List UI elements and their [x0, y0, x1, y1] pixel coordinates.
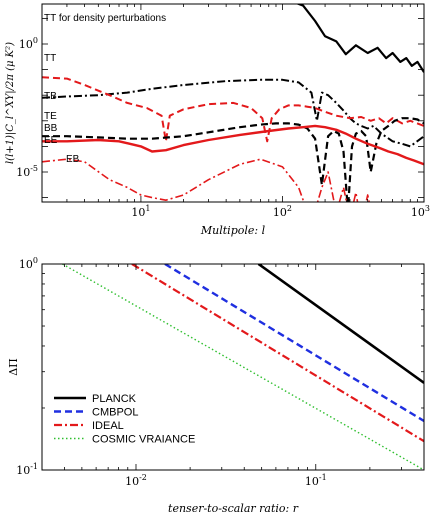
series-line-tb: [42, 78, 424, 148]
x-tick-label: 103: [411, 204, 430, 219]
y-axis-label: l(l+1)|C_l^XY|/2π (μ K²): [5, 42, 16, 164]
curve-label-te: TE: [44, 111, 57, 122]
top-chart-panel: 101 102 103 100 10-5 Multipole: l l(l+1)|C_l^X…: [5, 3, 430, 237]
legend-label-cmbpol: CMBPOL: [92, 407, 138, 419]
series-line-cosmic-vraiance: [62, 264, 424, 470]
series-line-te: [42, 76, 424, 143]
curve-label-eb: EB: [66, 154, 80, 165]
series-line-tt: [64, 4, 424, 73]
curve-label-tt: TT: [44, 53, 56, 64]
y-tick-label: 10-1: [16, 462, 38, 477]
bottom-chart-panel: 10-2 10-1 100 10-1 tenser-to-scalar ratio: r…: [7, 256, 425, 515]
x-tick-label: 10-2: [125, 473, 147, 488]
series-line-bb: [42, 117, 424, 202]
series-line-eb: [42, 158, 389, 202]
x-axis-label: Multipole: l: [200, 224, 266, 237]
series-line-cmbpol: [164, 264, 424, 423]
y-tick-label: 10-5: [16, 164, 38, 179]
x-tick-label: 10-1: [305, 473, 327, 488]
y-tick-label: 100: [19, 256, 38, 271]
bottom-plot-frame: [41, 263, 425, 471]
legend-label-planck: PLANCK: [92, 393, 137, 405]
y-tick-label: 100: [19, 36, 38, 51]
x-tick-label: 101: [131, 204, 150, 219]
top-plot-frame: [41, 3, 425, 203]
x-axis-label: tenser-to-scalar ratio: r: [168, 502, 299, 515]
legend-label-cosmic-vraiance: COSMIC VRAIANCE: [92, 434, 195, 446]
curve-label-bb: BB: [44, 123, 58, 134]
series-line-ideal: [131, 264, 424, 443]
x-tick-label: 102: [273, 204, 292, 219]
legend-label-ideal: IDEAL: [92, 420, 124, 432]
curve-label-tt-for-density-perturbations: TT for density perturbations: [44, 13, 166, 24]
curve-label-tb: TB: [44, 91, 57, 102]
series-line-ee: [42, 124, 424, 166]
series-line-planck: [257, 264, 424, 384]
y-axis-label: ΔΠ: [7, 358, 20, 376]
curve-label-ee: EE: [44, 135, 58, 146]
